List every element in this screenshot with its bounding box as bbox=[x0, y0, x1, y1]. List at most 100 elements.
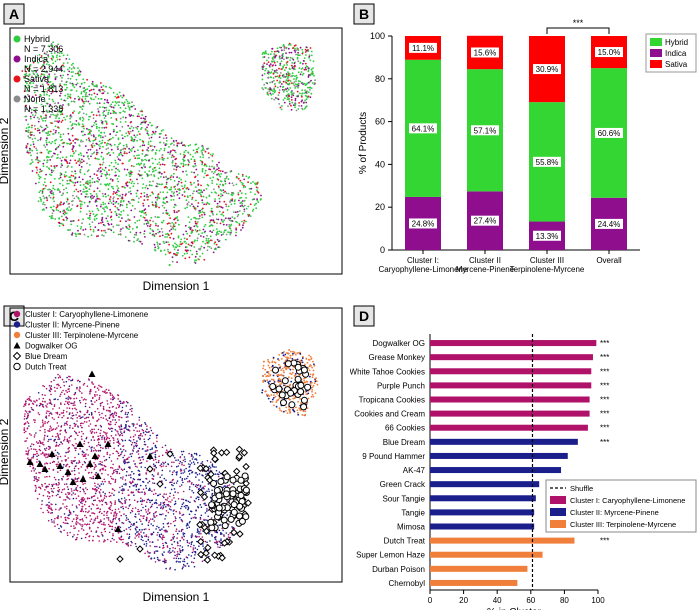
scatter-a-point bbox=[210, 247, 213, 250]
scatter-a-point bbox=[131, 129, 134, 132]
scatter-a-point bbox=[76, 225, 79, 227]
scatter-a-point bbox=[55, 56, 58, 58]
scatter-a-point bbox=[122, 102, 125, 105]
scatter-c-point bbox=[45, 412, 48, 414]
scatter-a-point bbox=[223, 229, 226, 232]
scatter-a-point bbox=[27, 135, 30, 138]
panel-b-data-label: 55.8% bbox=[536, 158, 559, 167]
scatter-a-point bbox=[280, 83, 283, 85]
panel-c-plot: C Cluster I: Caryophyllene-LimoneneClust… bbox=[0, 305, 343, 604]
legend-a-marker bbox=[13, 95, 21, 103]
scatter-a-point bbox=[136, 125, 139, 128]
scatter-c-point bbox=[193, 557, 196, 560]
scatter-c-point bbox=[133, 522, 135, 525]
scatter-a-point bbox=[28, 147, 31, 150]
scatter-a-point bbox=[170, 186, 173, 189]
scatter-a-point bbox=[193, 190, 195, 193]
scatter-a-point bbox=[128, 224, 131, 227]
scatter-a-point bbox=[122, 94, 125, 97]
scatter-a-point bbox=[186, 206, 189, 209]
scatter-a-point bbox=[157, 231, 160, 234]
scatter-a-point bbox=[143, 230, 146, 233]
scatter-c-point bbox=[131, 423, 134, 425]
scatter-c-point bbox=[73, 525, 75, 527]
scatter-a-point bbox=[213, 221, 216, 224]
scatter-a-point bbox=[48, 75, 51, 78]
scatter-a-point bbox=[191, 203, 193, 206]
scatter-c-point bbox=[208, 555, 210, 558]
scatter-a-point bbox=[126, 184, 129, 187]
scatter-a-point bbox=[82, 191, 84, 193]
scatter-a-point bbox=[107, 142, 110, 145]
scatter-c-point bbox=[48, 507, 51, 510]
scatter-a-point bbox=[288, 100, 291, 103]
scatter-c-point bbox=[179, 551, 182, 554]
scatter-a-point bbox=[178, 142, 181, 145]
scatter-a-point bbox=[278, 76, 280, 79]
scatter-a-point bbox=[108, 169, 110, 172]
scatter-c-point bbox=[66, 532, 69, 534]
scatter-c-point bbox=[66, 486, 69, 488]
scatter-a-point bbox=[139, 240, 142, 243]
scatter-a-point bbox=[103, 169, 106, 172]
scatter-a-point bbox=[313, 74, 315, 77]
scatter-a-point bbox=[172, 223, 175, 226]
scatter-a-point bbox=[98, 158, 100, 161]
scatter-a-point bbox=[62, 210, 64, 213]
scatter-a-point bbox=[81, 108, 84, 111]
scatter-a-point bbox=[57, 131, 60, 134]
scatter-c-point bbox=[182, 459, 185, 462]
scatter-c-point bbox=[42, 441, 44, 444]
scatter-a-point bbox=[100, 142, 102, 145]
scatter-a-point bbox=[54, 102, 56, 105]
scatter-a-point bbox=[78, 123, 81, 126]
scatter-c-point bbox=[50, 487, 53, 490]
scatter-a-point bbox=[77, 229, 79, 232]
scatter-c-point bbox=[76, 480, 79, 482]
scatter-a-point bbox=[301, 74, 304, 76]
scatter-a-point bbox=[245, 197, 248, 199]
scatter-c-point bbox=[144, 443, 147, 446]
scatter-a-point bbox=[56, 204, 59, 207]
scatter-a-point bbox=[43, 94, 46, 96]
scatter-a-point bbox=[144, 158, 147, 161]
scatter-a-point bbox=[241, 175, 244, 178]
scatter-c-point bbox=[37, 454, 40, 457]
scatter-a-point bbox=[103, 131, 106, 134]
scatter-c-point bbox=[103, 431, 105, 433]
scatter-a-point bbox=[169, 143, 172, 146]
scatter-c-point bbox=[147, 552, 149, 554]
scatter-c-point bbox=[38, 413, 41, 416]
scatter-a-point bbox=[115, 125, 118, 128]
scatter-c-point bbox=[193, 565, 196, 568]
scatter-a-point bbox=[82, 188, 85, 191]
scatter-a-point bbox=[89, 196, 92, 199]
scatter-a-point bbox=[229, 227, 232, 230]
scatter-c-point bbox=[186, 522, 189, 525]
scatter-c-point bbox=[175, 510, 177, 513]
scatter-a-point bbox=[68, 95, 71, 98]
scatter-c-point bbox=[174, 457, 176, 459]
scatter-a-point bbox=[156, 182, 158, 185]
scatter-c-point bbox=[123, 513, 125, 515]
scatter-a-point bbox=[52, 128, 55, 131]
scatter-a-point bbox=[305, 105, 308, 107]
scatter-c-point bbox=[78, 500, 81, 502]
scatter-a-point bbox=[303, 68, 306, 71]
scatter-a-point bbox=[66, 191, 69, 194]
scatter-c-point bbox=[100, 499, 103, 501]
scatter-a-point bbox=[26, 78, 29, 81]
scatter-a-point bbox=[137, 238, 140, 240]
scatter-a-point bbox=[225, 205, 228, 208]
scatter-c-point bbox=[163, 503, 166, 506]
scatter-c-point bbox=[211, 492, 214, 495]
scatter-a-point bbox=[291, 72, 294, 75]
scatter-a-point bbox=[106, 92, 109, 95]
scatter-a-point bbox=[154, 196, 157, 199]
scatter-c-point bbox=[63, 513, 66, 515]
scatter-c-point bbox=[118, 405, 121, 407]
scatter-a-point bbox=[251, 198, 254, 201]
scatter-c-point bbox=[48, 483, 50, 486]
scatter-c-point bbox=[48, 412, 51, 415]
scatter-a-point bbox=[312, 60, 315, 63]
